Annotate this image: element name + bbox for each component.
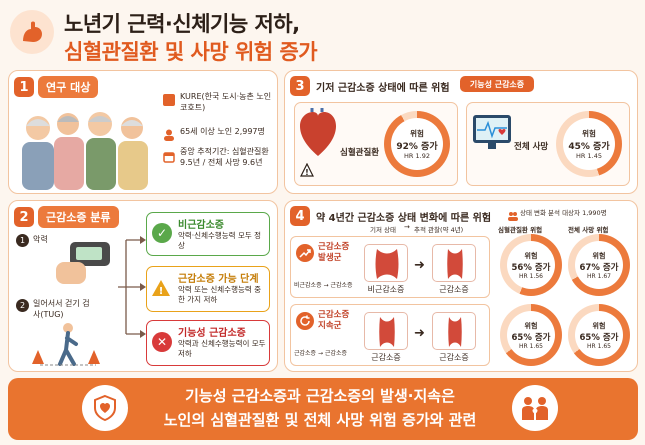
page-title-line2: 심혈관질환 및 사망 위험 증가 — [64, 40, 318, 64]
row-persistent-to-label: 근감소증 — [439, 353, 469, 362]
group-icon — [508, 206, 518, 225]
section4-number: 4 — [290, 206, 310, 226]
row-incident-from-label: 비근감소증 — [367, 285, 405, 294]
row-incident-cvd-label: 위험 — [524, 251, 538, 260]
footer-line1: 기능성 근감소증과 근감소증의 발생·지속은 — [185, 387, 455, 405]
status-normal-desc: 악력·신체수행능력 모두 정상 — [178, 231, 262, 251]
section2-number: 2 — [14, 207, 34, 227]
cvd-warning-icon: ! — [300, 162, 314, 181]
grip-label: 악력 — [33, 235, 48, 245]
col-followup: 추적 관찰(약 4년) — [414, 226, 464, 234]
death-risk-hr: HR 1.45 — [576, 152, 602, 160]
status-possible-title: 근감소증 가능 단계 — [178, 274, 259, 285]
walking-person-icon — [30, 320, 110, 370]
row-incident-title: 근감소증 발생군 — [318, 242, 350, 263]
section3-label: 기저 근감소증 상태에 따른 위험 — [316, 82, 450, 94]
row-incident-to-muscle — [432, 244, 476, 282]
row-persistent-cvd-hr: HR 1.65 — [519, 342, 543, 350]
row-persistent-title: 근감소증 지속군 — [318, 310, 350, 331]
cohort-icon — [163, 94, 175, 106]
row-persistent-death-ring: 위험 65% 증가 HR 1.65 — [568, 304, 630, 366]
row-incident-to-label: 근감소증 — [439, 285, 469, 294]
tug-label: 일어서서 걷기 검사(TUG) — [33, 299, 90, 319]
row-persistent-to-muscle — [432, 312, 476, 350]
cvd-risk-label: 위험 — [410, 129, 424, 138]
step1-badge: 1 — [16, 234, 29, 247]
warning-icon: ! — [151, 278, 171, 302]
row-incident-death-ring: 위험 67% 증가 HR 1.67 — [568, 234, 630, 296]
death-risk-pct: 45% 증가 — [568, 142, 610, 152]
person-icon — [163, 126, 175, 145]
death-label: 전체 사망 — [514, 142, 549, 152]
heart-shield-icon — [82, 385, 128, 431]
row-incident-arrow-icon: ➜ — [414, 258, 425, 273]
row-persistent-death-label: 위험 — [592, 321, 606, 330]
row-persistent-from-muscle — [364, 312, 408, 350]
row-persistent-cvd-pct: 65% 증가 — [511, 332, 551, 343]
row-incident-death-hr: HR 1.67 — [587, 272, 611, 280]
title-arm-icon — [10, 10, 54, 54]
row-persistent-death-pct: 65% 증가 — [579, 332, 619, 343]
row-persistent-arrow-icon: ➜ — [414, 326, 425, 341]
status-functional-title: 기능성 근감소증 — [178, 328, 246, 339]
family-icon — [512, 385, 558, 431]
subjects-count: 상태 변화 분석 대상자 1,990명 — [520, 209, 607, 217]
row-incident-death-label: 위험 — [592, 251, 606, 260]
functional-sarcopenia-tag: 기능성 근감소증 — [460, 76, 534, 92]
row-persistent — [290, 304, 490, 366]
row-incident-cvd-ring: 위험 56% 증가 HR 1.56 — [500, 234, 562, 296]
footer-line2: 노인의 심혈관질환 및 전체 사망 위험 증가와 관련 — [163, 411, 477, 429]
heart-monitor-icon — [472, 114, 512, 156]
section1-number: 1 — [14, 77, 34, 97]
status-possible-desc: 악력 또는 신체수행능력 중 한 가지 저하 — [178, 285, 262, 305]
row-incident-from-muscle — [364, 244, 408, 282]
status-normal-title: 비근감소증 — [178, 220, 224, 231]
followup-text: 중앙 추적기간: 심혈관질환 9.5년 / 전체 사망 9.6년 — [180, 147, 269, 167]
heart-icon — [298, 108, 338, 164]
row-incident — [290, 236, 490, 298]
cvd-risk-pct: 92% 증가 — [396, 142, 438, 152]
participants-text: 65세 이상 노인 2,997명 — [180, 127, 265, 136]
row-persistent-from-label: 근감소증 — [371, 353, 401, 362]
section1-label: 연구 대상 — [38, 76, 99, 98]
step2-badge: 2 — [16, 299, 29, 312]
cvd-risk-ring: 위험 92% 증가 HR 1.92 — [384, 111, 450, 177]
row-persistent-path: 근감소증 → 근감소증 — [294, 350, 348, 357]
calendar-icon — [163, 148, 175, 167]
cvd-label: 심혈관질환 — [340, 148, 380, 158]
check-icon: ✓ — [152, 223, 172, 243]
cross-icon: ✕ — [152, 332, 172, 352]
death-risk-label: 위험 — [582, 129, 596, 138]
row-persistent-cvd-label: 위험 — [524, 321, 538, 330]
row-persistent-cvd-ring: 위험 65% 증가 HR 1.65 — [500, 304, 562, 366]
col-death: 전체 사망 위험 — [568, 226, 609, 234]
row-incident-cvd-pct: 56% 증가 — [511, 262, 551, 273]
row-incident-path: 비근감소증 → 근감소증 — [294, 282, 353, 289]
classification-bracket — [118, 232, 148, 346]
row-incident-cvd-hr: HR 1.56 — [519, 272, 543, 280]
status-functional-desc: 악력과 신체수행능력이 모두 저하 — [178, 339, 266, 359]
col-arrow-icon: → — [404, 223, 410, 231]
cycle-icon — [296, 312, 314, 330]
section4-label: 약 4년간 근감소증 상태 변화에 따른 위험 — [316, 212, 492, 224]
elderly-group-illustration — [16, 100, 156, 190]
svg-text:!: ! — [159, 286, 164, 297]
row-incident-death-pct: 67% 증가 — [579, 262, 619, 273]
col-baseline: 기저 상태 — [370, 226, 396, 234]
section3-number: 3 — [290, 76, 310, 96]
cvd-risk-hr: HR 1.92 — [404, 152, 430, 160]
cohort-text: KURE(한국 도시·농촌 노인 코호트) — [180, 92, 272, 112]
col-cvd: 심혈관질환 위험 — [498, 226, 543, 234]
dynamometer-icon — [54, 240, 114, 292]
svg-text:!: ! — [305, 168, 309, 177]
row-persistent-death-hr: HR 1.65 — [587, 342, 611, 350]
status-possible — [146, 266, 270, 312]
page-title-line1: 노년기 근력·신체기능 저하, — [64, 12, 300, 36]
section2-label: 근감소증 분류 — [38, 206, 119, 228]
death-risk-ring: 위험 45% 증가 HR 1.45 — [556, 111, 622, 177]
trend-up-icon — [296, 244, 314, 262]
